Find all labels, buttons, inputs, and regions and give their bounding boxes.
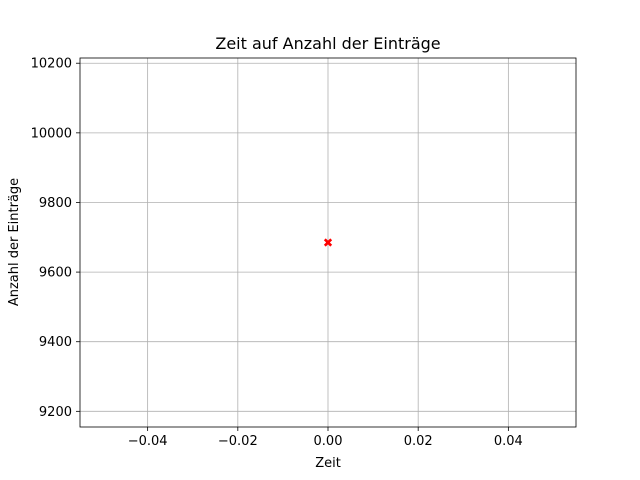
y-tick-label: 10200 — [31, 57, 72, 72]
x-tick-label: 0.04 — [494, 434, 523, 449]
y-tick-label: 9200 — [39, 405, 72, 420]
x-tick-label: 0.02 — [404, 434, 433, 449]
y-tick-label: 9600 — [39, 266, 72, 281]
y-tick-label: 9400 — [39, 335, 72, 350]
x-tick-label: 0.00 — [314, 434, 343, 449]
chart-title: Zeit auf Anzahl der Einträge — [215, 34, 440, 53]
y-tick-label: 9800 — [39, 196, 72, 211]
x-tick-label: −0.02 — [218, 434, 258, 449]
y-tick-label: 10000 — [31, 126, 72, 141]
x-axis-ticks: −0.04 −0.02 0.00 0.02 0.04 — [128, 427, 523, 449]
x-tick-label: −0.04 — [128, 434, 168, 449]
grid — [80, 58, 576, 427]
data-point-marker — [323, 238, 333, 247]
y-axis-label: Anzahl der Einträge — [7, 178, 22, 306]
data-points — [323, 238, 333, 247]
x-axis-label: Zeit — [315, 456, 341, 471]
y-axis-ticks: 9200 9400 9600 9800 10000 10200 — [31, 57, 80, 420]
